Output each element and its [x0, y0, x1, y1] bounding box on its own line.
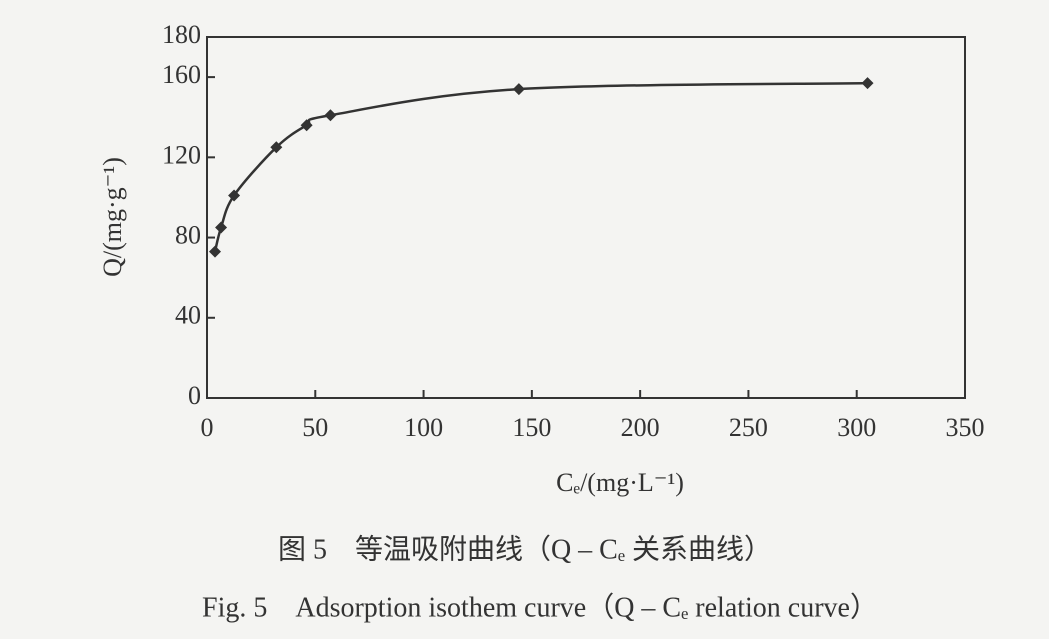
y-tick-label: 40: [175, 301, 201, 330]
marker: [270, 141, 283, 154]
y-tick-label: 160: [162, 60, 201, 89]
y-axis-label: Q/(mg·g⁻¹): [98, 157, 127, 277]
x-tick-label: 300: [837, 413, 876, 442]
marker: [512, 83, 525, 96]
marker: [215, 221, 228, 234]
x-tick-label: 50: [302, 413, 328, 442]
marker: [324, 109, 337, 122]
marker: [300, 119, 313, 132]
caption-en: Fig. 5 Adsorption isothem curve（Q – Cₑ r…: [202, 591, 878, 623]
x-tick-label: 350: [946, 413, 985, 442]
y-tick-label: 120: [162, 140, 201, 169]
plot-frame: [206, 36, 966, 399]
marker: [228, 189, 241, 202]
x-tick-label: 0: [201, 413, 214, 442]
curve: [213, 81, 868, 252]
y-tick-label: 80: [175, 221, 201, 250]
marker: [861, 77, 874, 90]
y-tick-label: 180: [162, 20, 201, 49]
x-tick-label: 150: [512, 413, 551, 442]
caption-cn: 图 5 等温吸附曲线（Q – Cₑ 关系曲线）: [278, 533, 772, 565]
x-tick-label: 200: [621, 413, 660, 442]
marker: [209, 245, 222, 258]
x-axis-label: Cₑ/(mg·L⁻¹): [556, 468, 684, 497]
x-tick-label: 250: [729, 413, 768, 442]
y-tick-label: 0: [188, 381, 201, 410]
x-tick-label: 100: [404, 413, 443, 442]
